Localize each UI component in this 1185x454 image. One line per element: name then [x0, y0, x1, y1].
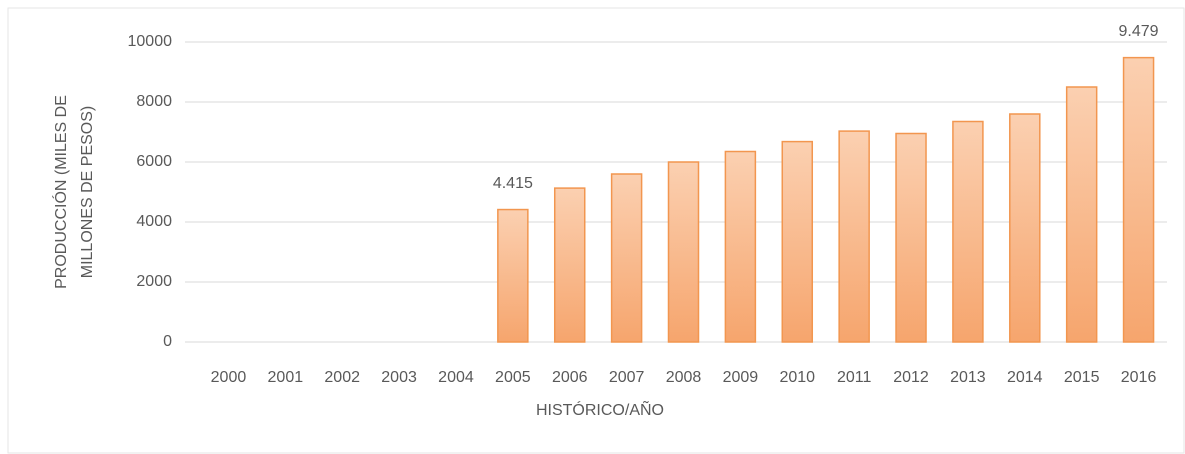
x-tick-label: 2009 — [723, 369, 759, 386]
x-tick-label: 2015 — [1064, 369, 1100, 386]
y-tick-label: 2000 — [136, 273, 172, 290]
data-label: 4.415 — [493, 175, 533, 192]
bar — [1065, 86, 1098, 343]
chart-border — [7, 7, 1185, 454]
bar — [952, 120, 984, 343]
x-axis-title: HISTÓRICO/AÑO — [536, 399, 664, 419]
bar — [1009, 113, 1041, 343]
x-tick-label: 2006 — [552, 369, 588, 386]
y-tick-label: 4000 — [136, 213, 172, 230]
x-tick-label: 2004 — [438, 369, 474, 386]
bar — [895, 132, 927, 343]
y-axis-title: MILLONES DE PESOS) — [79, 106, 96, 279]
y-axis-title: PRODUCCIÓN (MILES DE — [51, 95, 70, 289]
bar — [553, 187, 586, 343]
bar — [724, 150, 757, 343]
bar — [838, 130, 870, 343]
x-tick-label: 2014 — [1007, 369, 1043, 386]
x-tick-label: 2001 — [268, 369, 304, 386]
x-tick-label: 2013 — [950, 369, 986, 386]
x-tick-label: 2002 — [324, 369, 360, 386]
x-tick-label: 2005 — [495, 369, 531, 386]
bar — [497, 208, 529, 343]
bar — [781, 140, 814, 343]
bar — [1122, 56, 1155, 343]
y-tick-label: 0 — [163, 333, 172, 350]
x-tick-label: 2012 — [893, 369, 929, 386]
y-tick-label: 8000 — [136, 93, 172, 110]
x-tick-label: 2016 — [1121, 369, 1157, 386]
x-tick-label: 2007 — [609, 369, 645, 386]
x-tick-label: 2010 — [779, 369, 815, 386]
bar — [610, 173, 643, 343]
x-tick-label: 2003 — [381, 369, 417, 386]
x-tick-label: 2008 — [666, 369, 702, 386]
bar — [667, 161, 700, 343]
data-label: 9.479 — [1119, 23, 1159, 40]
y-tick-label: 6000 — [136, 153, 172, 170]
x-tick-label: 2000 — [211, 369, 247, 386]
x-tick-label: 2011 — [837, 369, 872, 386]
y-tick-label: 10000 — [128, 33, 173, 50]
